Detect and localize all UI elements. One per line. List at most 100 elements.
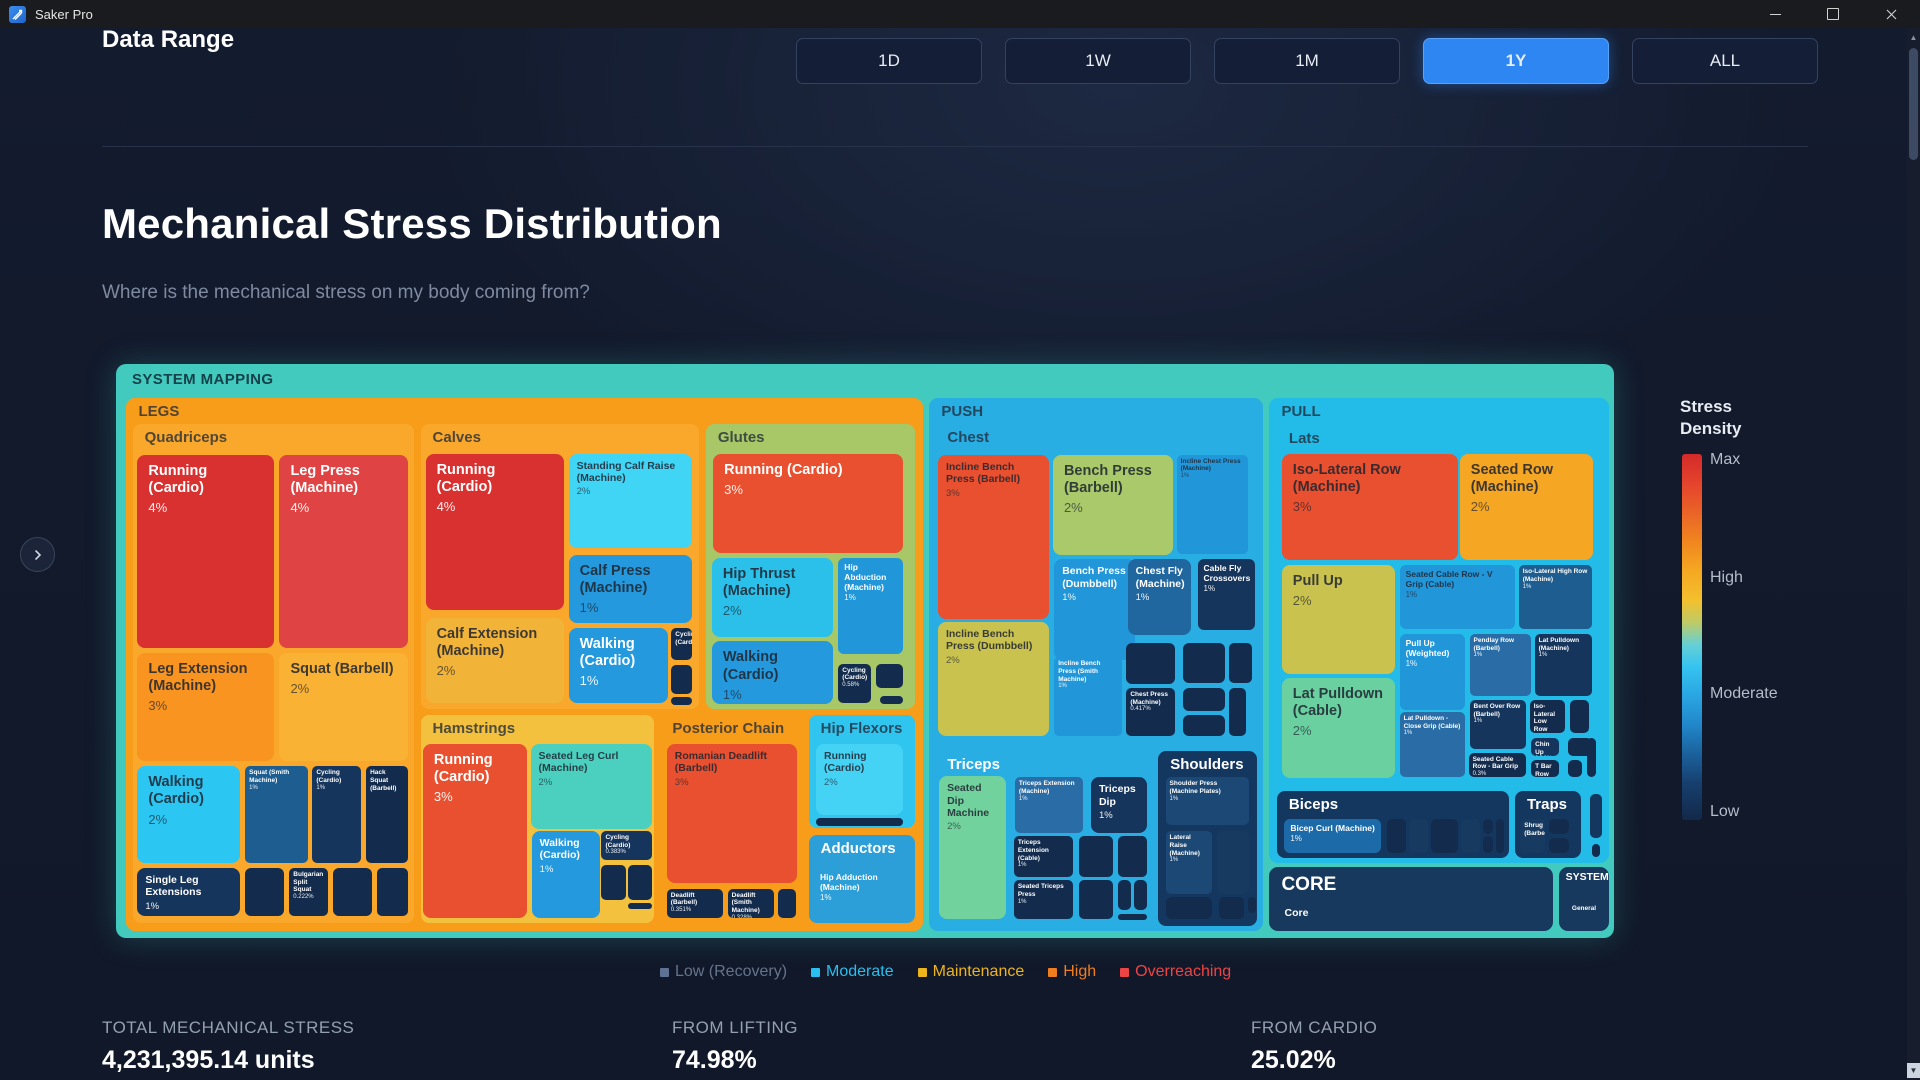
treemap-card[interactable] — [671, 664, 693, 695]
treemap-card-running-cardio[interactable]: Running (Cardio) 4% — [425, 453, 564, 611]
range-button-all[interactable]: ALL — [1632, 38, 1818, 84]
treemap-card-calf-extension-machine[interactable]: Calf Extension (Machine) 2% — [425, 617, 564, 704]
treemap-card[interactable] — [377, 868, 408, 916]
treemap-card[interactable] — [1567, 760, 1583, 778]
treemap-card-incline-bench-press-barbell[interactable]: Incline Bench Press (Barbell) 3% — [937, 454, 1050, 620]
treemap-card-chest-press-machine[interactable]: Chest Press (Machine) 0.417% — [1126, 688, 1176, 737]
treemap-card-lat-pulldown-machine[interactable]: Lat Pulldown (Machine) 1% — [1534, 634, 1593, 697]
treemap-card-cycling-cardio[interactable]: Cycling (Cardio) — [671, 628, 693, 660]
treemap-card[interactable] — [333, 868, 373, 916]
treemap-card-hack-squat-barbell[interactable]: Hack Squat (Barbell) — [366, 766, 408, 864]
range-button-1m[interactable]: 1M — [1214, 38, 1400, 84]
scroll-down-icon[interactable]: ▼ — [1907, 1063, 1920, 1078]
sidebar-expand-button[interactable] — [20, 537, 55, 572]
treemap-card-walking-cardio[interactable]: Walking (Cardio) 1% — [531, 831, 601, 919]
treemap-card[interactable] — [1431, 818, 1458, 854]
treemap-card-running-cardio[interactable]: Running (Cardio) 3% — [713, 453, 904, 553]
treemap-card-lat-pulldown-cable[interactable]: Lat Pulldown (Cable) 2% — [1281, 677, 1395, 779]
treemap-card-cycling-cardio[interactable]: Cycling (Cardio) 0.383% — [601, 831, 652, 861]
treemap-card[interactable] — [876, 663, 904, 689]
treemap-card-cycling-cardio[interactable]: Cycling (Cardio) 0.58% — [838, 663, 872, 704]
treemap-card-romanian-deadlift-barbell[interactable]: Romanian Deadlift (Barbell) 3% — [666, 744, 797, 883]
treemap-card[interactable] — [245, 868, 285, 916]
treemap-card-running-cardio[interactable]: Running (Cardio) 4% — [137, 454, 275, 649]
treemap-card-incline-chest-press-machine[interactable]: Incline Chest Press (Machine) 1% — [1176, 454, 1248, 555]
treemap-card[interactable] — [1217, 831, 1249, 894]
treemap-card-bent-over-row-barbell[interactable]: Bent Over Row (Barbell) 1% — [1469, 699, 1527, 749]
treemap-card-deadlift-barbell[interactable]: Deadlift (Barbell) 0.351% — [666, 888, 724, 918]
treemap-card-hip-adduction-machine[interactable]: Hip Adduction (Machine) 1% — [813, 868, 911, 917]
treemap-card-standing-calf-raise-machine[interactable]: Standing Calf Raise (Machine) 2% — [568, 453, 693, 549]
treemap-card-hip-thrust-machine[interactable]: Hip Thrust (Machine) 2% — [711, 558, 834, 637]
treemap-card[interactable] — [1229, 688, 1246, 737]
treemap-card[interactable] — [879, 696, 904, 704]
treemap-card[interactable] — [1496, 818, 1505, 854]
range-button-1y[interactable]: 1Y — [1423, 38, 1609, 84]
treemap-card[interactable] — [628, 903, 652, 910]
treemap-card-incline-bench-press-dumbbell[interactable]: Incline Bench Press (Dumbbell) 2% — [937, 621, 1050, 737]
treemap-card[interactable] — [1570, 699, 1589, 734]
treemap-card[interactable] — [816, 818, 904, 826]
treemap-card-shoulder-press-machine-plates[interactable]: Shoulder Press (Machine Plates) 1% — [1165, 777, 1249, 826]
treemap-card-hip-abduction-machine[interactable]: Hip Abduction (Machine) 1% — [838, 558, 904, 654]
treemap-card[interactable] — [1165, 897, 1213, 920]
treemap-card-chin-up[interactable]: Chin Up0.16% — [1531, 738, 1560, 757]
treemap-card[interactable] — [1549, 818, 1570, 834]
treemap-card-chest-fly-machine[interactable]: Chest Fly (Machine) 1% — [1127, 559, 1192, 636]
treemap-card-running-cardio[interactable]: Running (Cardio) 3% — [422, 744, 527, 918]
treemap-card[interactable] — [1549, 837, 1570, 854]
treemap-card-walking-cardio[interactable]: Walking (Cardio) 1% — [568, 628, 668, 704]
treemap-card[interactable] — [1133, 880, 1147, 910]
treemap-card-squat-barbell[interactable]: Squat (Barbell) 2% — [279, 653, 408, 761]
treemap-card-walking-cardio[interactable]: Walking (Cardio) 1% — [711, 641, 834, 704]
treemap-card[interactable] — [777, 888, 797, 918]
treemap-card-single-leg-extensions[interactable]: Single Leg Extensions 1% — [137, 868, 241, 916]
treemap-card-iso-lateral-high-row-machine[interactable]: Iso-Lateral High Row (Machine) 1% — [1518, 565, 1593, 630]
treemap-card[interactable] — [1117, 914, 1147, 921]
treemap-card-squat-smith-machine[interactable]: Squat (Smith Machine) 1% — [245, 766, 308, 864]
treemap-card-seated-row-machine[interactable]: Seated Row (Machine) 2% — [1459, 454, 1593, 560]
treemap-card-core[interactable]: Core — [1284, 906, 1309, 919]
treemap-card[interactable] — [1229, 642, 1252, 683]
treemap-card-lateral-raise-machine[interactable]: Lateral Raise (Machine) 1% — [1165, 831, 1213, 894]
treemap-card[interactable] — [1126, 642, 1176, 685]
minimize-button[interactable] — [1746, 0, 1804, 28]
treemap-card[interactable] — [1591, 844, 1600, 858]
maximize-button[interactable] — [1804, 0, 1862, 28]
range-button-1d[interactable]: 1D — [796, 38, 982, 84]
treemap-card-bench-press-barbell[interactable]: Bench Press (Barbell) 2% — [1052, 454, 1174, 556]
treemap-card[interactable] — [1182, 642, 1225, 683]
treemap-card-triceps-extension-machine[interactable]: Triceps Extension (Machine) 1% — [1014, 777, 1084, 833]
treemap-card-iso-lateral-row-machine[interactable]: Iso-Lateral Row (Machine) 3% — [1281, 454, 1458, 560]
treemap-card[interactable] — [601, 865, 626, 900]
scrollbar[interactable]: ▲ ▼ — [1907, 28, 1920, 1080]
scroll-up-icon[interactable]: ▲ — [1909, 33, 1918, 42]
treemap-card-seated-cable-row-v-grip-cable[interactable]: Seated Cable Row - V Grip (Cable) 1% — [1399, 565, 1516, 630]
treemap-card-cable-fly-crossovers[interactable]: Cable Fly Crossovers 1% — [1197, 559, 1256, 631]
treemap-card[interactable] — [1483, 818, 1493, 835]
treemap-card-triceps-dip[interactable]: Triceps Dip 1% — [1090, 777, 1148, 833]
treemap-card-t-bar-row[interactable]: T Bar Row — [1531, 760, 1560, 778]
treemap-card-seated-leg-curl-machine[interactable]: Seated Leg Curl (Machine) 2% — [530, 744, 652, 829]
treemap-card-cycling-cardio[interactable]: Cycling (Cardio) 1% — [312, 766, 362, 864]
treemap-card[interactable] — [1117, 836, 1148, 877]
treemap-card[interactable] — [671, 697, 693, 705]
treemap-card-bench-press-dumbbell[interactable]: Bench Press (Dumbbell) 1% — [1054, 559, 1136, 660]
treemap-card[interactable] — [1182, 714, 1225, 737]
treemap-card[interactable] — [1461, 818, 1480, 854]
treemap-card-seated-cable-row-bar-grip[interactable]: Seated Cable Row - Bar Grip 0.3% — [1468, 752, 1527, 778]
treemap-card[interactable] — [1247, 897, 1256, 914]
treemap-card[interactable] — [1078, 836, 1113, 877]
treemap-card-shrug-barbell[interactable]: Shrug (Barbell) — [1520, 818, 1546, 854]
treemap-card-leg-extension-machine[interactable]: Leg Extension (Machine) 3% — [137, 653, 275, 761]
close-button[interactable] — [1862, 0, 1920, 28]
treemap-card[interactable] — [1567, 738, 1593, 757]
treemap-card-incline-bench-press-smith-machine[interactable]: Incline Bench Press (Smith Machine) 1% — [1054, 657, 1122, 736]
treemap-card[interactable] — [1587, 738, 1597, 778]
treemap-card-general[interactable]: General — [1571, 905, 1597, 913]
treemap-card[interactable] — [1589, 794, 1602, 839]
treemap-card-pull-up[interactable]: Pull Up 2% — [1281, 565, 1395, 675]
treemap-card[interactable] — [1219, 897, 1244, 920]
treemap-card-seated-dip-machine[interactable]: Seated Dip Machine 2% — [939, 776, 1007, 920]
treemap-card-iso-lateral-low-row[interactable]: Iso-Lateral Low Row0.29% — [1529, 699, 1566, 734]
